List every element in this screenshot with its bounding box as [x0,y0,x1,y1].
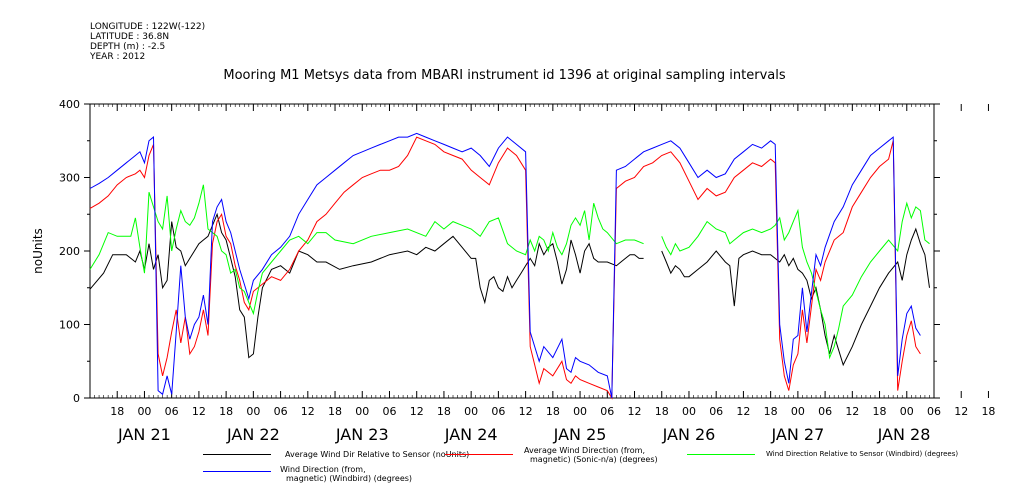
x-hour-label: 18 [437,405,451,418]
legend-swatch-blue [203,471,271,472]
x-day-label: JAN 22 [226,425,280,444]
series-line-2 [89,184,644,316]
legend-label-black: Average Wind Dir Relative to Sensor (noU… [285,450,470,459]
x-hour-label: 18 [981,405,995,418]
longitude-text: LONGITUDE : 122W(-122) [90,22,206,32]
y-tick-label: 0 [73,392,80,405]
depth-text: DEPTH (m) : -2.5 [90,42,166,52]
x-hour-label: 00 [246,405,260,418]
x-hour-label: 12 [301,405,315,418]
x-hour-label: 00 [355,405,369,418]
x-hour-label: 06 [709,405,723,418]
metadata-block: LONGITUDE : 122W(-122) LATITUDE : 36.8N … [90,22,205,62]
x-hour-label: 06 [382,405,396,418]
x-hour-label: 00 [464,405,478,418]
x-hour-label: 18 [873,405,887,418]
x-hour-label: 12 [410,405,424,418]
x-hour-label: 18 [219,405,233,418]
x-hour-label: 12 [628,405,642,418]
series-line-2-b [661,201,930,360]
x-hour-label: 18 [110,405,124,418]
legend-swatch-green [687,454,755,455]
y-tick-label: 400 [59,98,80,111]
y-axis-label: noUnits [31,228,45,274]
year-text: YEAR : 2012 [90,52,146,62]
x-day-label: JAN 28 [877,425,931,444]
x-day-label: JAN 25 [553,425,607,444]
x-hour-label: 00 [900,405,914,418]
legend-swatch-black [203,454,271,455]
x-hour-label: 18 [546,405,560,418]
x-hour-label: 12 [519,405,533,418]
x-hour-label: 06 [491,405,505,418]
y-tick-label: 100 [59,319,80,332]
legend-label-red-1: Average Wind Direction (from, [524,446,646,455]
x-day-label: JAN 21 [117,425,171,444]
x-day-label: JAN 26 [662,425,716,444]
x-hour-label: 12 [736,405,750,418]
latitude-text: LATITUDE : 36.8N [90,32,170,42]
x-hour-label: 06 [165,405,179,418]
x-hour-label: 18 [764,405,778,418]
y-tick-label: 200 [59,245,80,258]
x-hour-label: 12 [954,405,968,418]
x-hour-label: 00 [791,405,805,418]
x-day-label: JAN 24 [444,425,498,444]
chart-title: Mooring M1 Metsys data from MBARI instru… [223,68,786,83]
x-hour-label: 06 [927,405,941,418]
legend-label-blue-2: magnetic) (Windbird) (degrees) [286,474,413,483]
y-tick-label: 300 [59,172,80,185]
x-day-label: JAN 27 [770,425,824,444]
x-hour-label: 12 [845,405,859,418]
legend-label-blue-1: Wind Direction (from, [280,465,366,474]
x-hour-label: 18 [328,405,342,418]
series-line-3 [89,132,921,399]
legend-swatch-red [445,454,513,455]
series-line-1 [89,136,921,400]
x-hour-label: 00 [682,405,696,418]
series-line-0 [89,212,644,359]
x-hour-label: 06 [600,405,614,418]
x-day-label: JAN 23 [335,425,389,444]
x-hour-label: 06 [274,405,288,418]
plot-frame [89,103,935,399]
legend-label-green: Wind Direction Relative to Sensor (Windb… [766,450,959,458]
legend-label-red-2: magnetic) (Sonic-n/a) (degrees) [530,455,658,464]
x-hour-label: 00 [137,405,151,418]
x-hour-label: 12 [192,405,206,418]
series-line-0-b [661,227,930,367]
x-hour-label: 06 [818,405,832,418]
x-hour-label: 18 [655,405,669,418]
x-hour-label: 00 [573,405,587,418]
